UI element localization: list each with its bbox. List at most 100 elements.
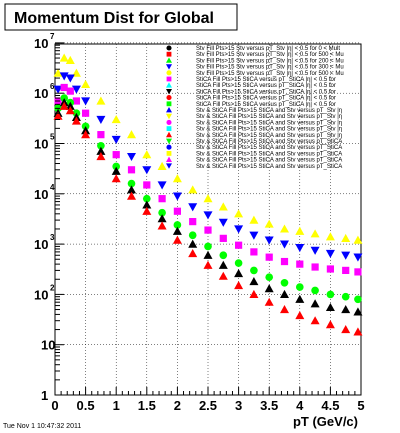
data-point	[326, 265, 334, 273]
data-point	[325, 249, 335, 259]
data-point	[157, 161, 167, 171]
data-point	[265, 273, 274, 282]
data-point	[157, 214, 167, 223]
data-point	[280, 289, 289, 298]
x-tick-label: 0.5	[77, 398, 95, 413]
data-point	[188, 249, 198, 258]
data-point	[295, 311, 305, 320]
y-tick-exponent: 5	[50, 133, 55, 142]
data-point	[295, 294, 305, 303]
series-0	[53, 53, 363, 244]
data-point	[353, 307, 363, 316]
data-point	[65, 74, 75, 83]
data-point	[234, 281, 244, 290]
data-point	[173, 207, 181, 215]
data-point	[96, 152, 106, 161]
y-tick-exponent: 6	[50, 82, 55, 91]
data-points	[53, 53, 363, 336]
data-point	[142, 150, 152, 159]
series-1	[53, 72, 363, 262]
y-tick-exponent: 3	[50, 233, 55, 242]
legend-entry: Stv & StiCA Fill Pts>15 StiCA and Stv ve…	[196, 145, 342, 151]
x-tick-label: 4.5	[321, 398, 339, 413]
legend-entry: Stv & StiCA Fill Pts>15 StiCA and Stv ve…	[196, 114, 342, 120]
legend-entry: StiCA Fill Pts>15 StiCA versus pT_StiCA …	[196, 89, 336, 95]
y-tick-label: 10	[34, 237, 48, 252]
data-point	[65, 106, 75, 115]
y-tick-label: 10	[34, 36, 48, 51]
legend-entry: Stv & StiCA Fill Pts>15 StiCA and Stv ve…	[196, 120, 342, 126]
data-point	[234, 269, 244, 278]
legend-marker	[166, 82, 172, 88]
data-point	[265, 253, 273, 261]
y-tick-label: 1	[41, 388, 48, 403]
legend-entry: StiCA Fill Pts>15 StiCA versus pT_StiCA …	[196, 96, 336, 102]
legend-marker	[166, 156, 172, 162]
data-point	[158, 208, 166, 217]
data-point	[353, 253, 363, 262]
data-point	[326, 290, 335, 299]
data-point	[203, 260, 213, 269]
data-point	[353, 327, 363, 336]
data-point	[189, 218, 197, 226]
data-point	[97, 141, 105, 150]
data-point	[82, 109, 90, 117]
legend-entry: Stv Fill Pts>15 Stv versus pT_Stv |η| < …	[196, 46, 340, 52]
data-point	[188, 203, 198, 212]
data-point	[341, 292, 350, 301]
legend-entry: StiCA Fill Pts>15 StiCA versus pT_StiCA …	[196, 102, 336, 108]
legend-marker	[166, 107, 172, 113]
data-point	[142, 206, 152, 215]
data-point	[249, 215, 259, 224]
x-tick-label: 3	[235, 398, 242, 413]
data-point	[234, 209, 244, 218]
legend-marker	[166, 70, 172, 76]
x-tick-label: 4	[296, 398, 304, 413]
data-point	[218, 271, 228, 280]
data-point	[341, 251, 351, 260]
legend-entry: Stv Fill Pts>15 Stv versus pT_Stv |η| < …	[196, 58, 344, 64]
legend-marker	[166, 113, 172, 120]
plot-area	[54, 43, 362, 396]
data-point	[142, 200, 152, 209]
data-point	[218, 202, 228, 211]
data-point	[60, 83, 68, 92]
data-point	[295, 226, 305, 235]
data-point	[81, 79, 91, 88]
legend-entry: Stv Fill Pts>15 Stv versus pT_Stv |η| < …	[196, 52, 344, 58]
data-point	[341, 233, 351, 242]
data-point	[59, 53, 69, 62]
data-point	[111, 115, 121, 124]
data-point	[127, 185, 136, 194]
data-point	[96, 96, 106, 105]
data-point	[172, 235, 182, 244]
legend-marker	[166, 163, 172, 169]
data-point	[250, 266, 258, 275]
legend-marker	[166, 119, 172, 125]
data-point	[353, 235, 363, 244]
data-point	[127, 191, 136, 200]
data-point	[264, 284, 274, 293]
y-tick-label: 10	[34, 86, 48, 101]
data-point	[249, 289, 259, 298]
data-point	[59, 72, 69, 81]
data-point	[204, 226, 212, 234]
data-point	[96, 115, 106, 125]
data-point	[295, 244, 305, 253]
x-tick-label: 5	[357, 398, 364, 413]
data-point	[172, 226, 182, 235]
data-point	[66, 87, 74, 95]
data-point	[325, 232, 335, 241]
legend-entry: Stv Fill Pts>15 Stv versus pT_Stv |η| < …	[196, 65, 344, 71]
data-point	[204, 242, 212, 251]
data-point	[325, 320, 335, 329]
x-tick-label: 1	[113, 398, 120, 413]
data-point	[127, 130, 136, 139]
data-point	[219, 251, 228, 260]
legend-marker	[166, 144, 172, 150]
data-point	[127, 152, 136, 162]
data-point	[188, 231, 197, 240]
x-tick-label: 1.5	[138, 398, 156, 413]
